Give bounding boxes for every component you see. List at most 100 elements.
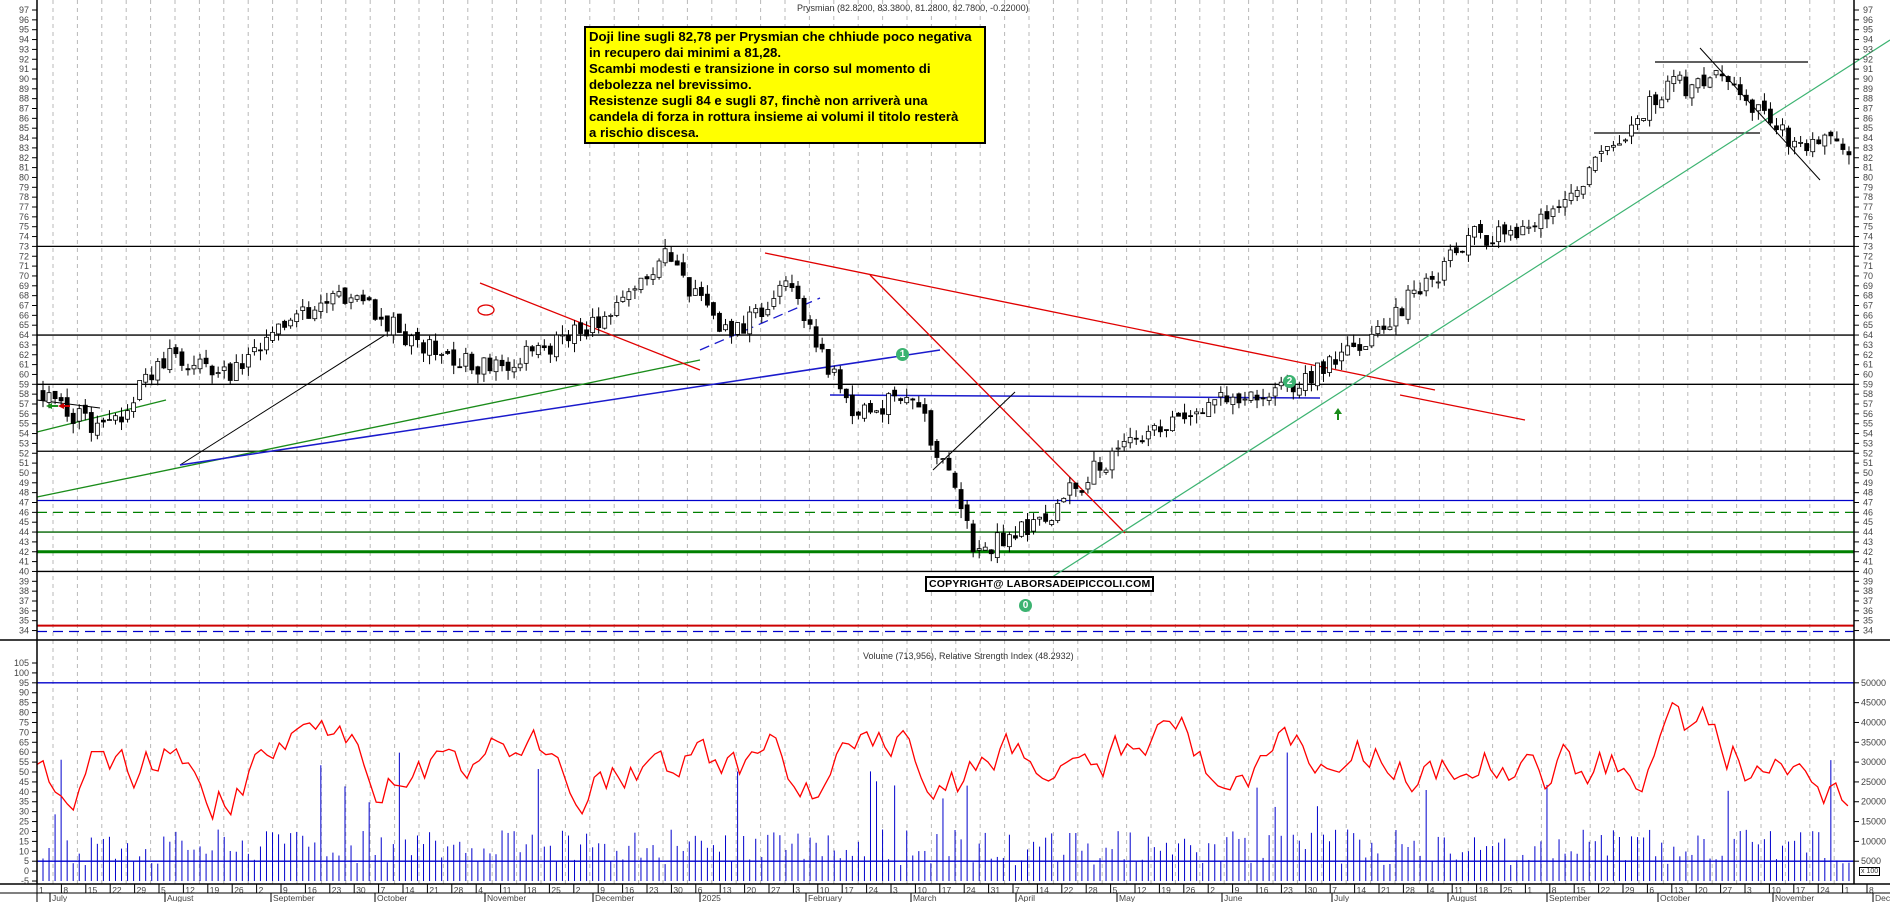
svg-text:91: 91 — [19, 64, 29, 74]
svg-text:21: 21 — [429, 885, 439, 895]
svg-text:86: 86 — [1863, 113, 1873, 123]
svg-text:July: July — [52, 893, 68, 902]
svg-text:62: 62 — [19, 350, 29, 360]
note-line: debolezza nel brevissimo. — [589, 77, 752, 92]
svg-text:48: 48 — [19, 488, 29, 498]
svg-text:78: 78 — [1863, 192, 1873, 202]
svg-text:35000: 35000 — [1861, 737, 1886, 747]
svg-text:17: 17 — [844, 885, 854, 895]
svg-text:26: 26 — [234, 885, 244, 895]
svg-text:20: 20 — [1698, 885, 1708, 895]
svg-text:13: 13 — [722, 885, 732, 895]
svg-text:73: 73 — [1863, 241, 1873, 251]
svg-text:3: 3 — [795, 885, 800, 895]
svg-text:29: 29 — [1625, 885, 1635, 895]
svg-text:50: 50 — [19, 767, 29, 777]
svg-text:1: 1 — [39, 885, 44, 895]
svg-text:-5: -5 — [21, 876, 29, 886]
svg-text:3: 3 — [1747, 885, 1752, 895]
svg-text:19: 19 — [210, 885, 220, 895]
note-line: Doji line sugli 82,78 per Prysmian che c… — [589, 29, 972, 44]
svg-text:35: 35 — [1863, 616, 1873, 626]
svg-text:58: 58 — [19, 389, 29, 399]
svg-text:81: 81 — [19, 163, 29, 173]
svg-text:78: 78 — [19, 192, 29, 202]
svg-text:95: 95 — [19, 678, 29, 688]
svg-text:95: 95 — [1863, 25, 1873, 35]
svg-text:October: October — [1660, 893, 1690, 902]
svg-text:20: 20 — [19, 826, 29, 836]
svg-text:50: 50 — [19, 468, 29, 478]
svg-text:30: 30 — [19, 807, 29, 817]
svg-text:May: May — [1119, 893, 1136, 902]
svg-text:24: 24 — [869, 885, 879, 895]
svg-text:93: 93 — [1863, 44, 1873, 54]
svg-text:90: 90 — [1863, 74, 1873, 84]
svg-text:46: 46 — [1863, 507, 1873, 517]
svg-text:59: 59 — [19, 379, 29, 389]
svg-text:75: 75 — [19, 717, 29, 727]
svg-text:42: 42 — [1863, 547, 1873, 557]
svg-text:40: 40 — [19, 787, 29, 797]
svg-text:96: 96 — [19, 15, 29, 25]
svg-text:5: 5 — [1113, 885, 1118, 895]
svg-text:42: 42 — [19, 547, 29, 557]
svg-text:54: 54 — [19, 429, 29, 439]
note-line: Scambi modesti e transizione in corso su… — [589, 61, 931, 76]
svg-text:21: 21 — [1381, 885, 1391, 895]
candlesticks — [40, 65, 1852, 564]
svg-text:83: 83 — [19, 143, 29, 153]
svg-text:28: 28 — [1088, 885, 1098, 895]
svg-text:15: 15 — [19, 836, 29, 846]
svg-text:52: 52 — [19, 448, 29, 458]
svg-text:105: 105 — [14, 658, 29, 668]
svg-text:44: 44 — [19, 527, 29, 537]
svg-text:51: 51 — [19, 458, 29, 468]
svg-text:70: 70 — [1863, 271, 1873, 281]
svg-text:36: 36 — [1863, 606, 1873, 616]
svg-text:76: 76 — [19, 212, 29, 222]
svg-text:46: 46 — [19, 507, 29, 517]
svg-text:34: 34 — [1863, 626, 1873, 636]
svg-text:9: 9 — [1235, 885, 1240, 895]
svg-text:16: 16 — [625, 885, 635, 895]
svg-text:30: 30 — [356, 885, 366, 895]
svg-text:18: 18 — [1479, 885, 1489, 895]
svg-text:August: August — [167, 893, 194, 902]
svg-text:66: 66 — [1863, 310, 1873, 320]
svg-text:37: 37 — [19, 596, 29, 606]
svg-text:25: 25 — [19, 817, 29, 827]
svg-text:79: 79 — [1863, 182, 1873, 192]
horizontal-levels — [37, 61, 1854, 633]
svg-text:8: 8 — [63, 885, 68, 895]
svg-text:38: 38 — [1863, 586, 1873, 596]
svg-text:89: 89 — [19, 84, 29, 94]
svg-text:August: August — [1450, 893, 1477, 902]
svg-text:22: 22 — [1064, 885, 1074, 895]
svg-text:22: 22 — [1601, 885, 1611, 895]
svg-text:17: 17 — [942, 885, 952, 895]
svg-text:3: 3 — [893, 885, 898, 895]
svg-text:September: September — [273, 893, 315, 902]
svg-text:59: 59 — [1863, 379, 1873, 389]
svg-text:14: 14 — [405, 885, 415, 895]
svg-text:15: 15 — [88, 885, 98, 895]
svg-text:35: 35 — [19, 797, 29, 807]
svg-text:2025: 2025 — [702, 893, 721, 902]
svg-text:17: 17 — [1796, 885, 1806, 895]
svg-text:61: 61 — [1863, 360, 1873, 370]
svg-text:1: 1 — [1527, 885, 1532, 895]
svg-text:81: 81 — [1863, 163, 1873, 173]
svg-text:29: 29 — [137, 885, 147, 895]
svg-text:100: 100 — [14, 668, 29, 678]
svg-text:55: 55 — [19, 419, 29, 429]
svg-text:57: 57 — [19, 399, 29, 409]
svg-text:72: 72 — [1863, 251, 1873, 261]
svg-text:41: 41 — [1863, 557, 1873, 567]
svg-text:45: 45 — [19, 777, 29, 787]
svg-text:85: 85 — [1863, 123, 1873, 133]
svg-text:June: June — [1224, 893, 1243, 902]
svg-text:54: 54 — [1863, 429, 1873, 439]
svg-text:December: December — [595, 893, 634, 902]
